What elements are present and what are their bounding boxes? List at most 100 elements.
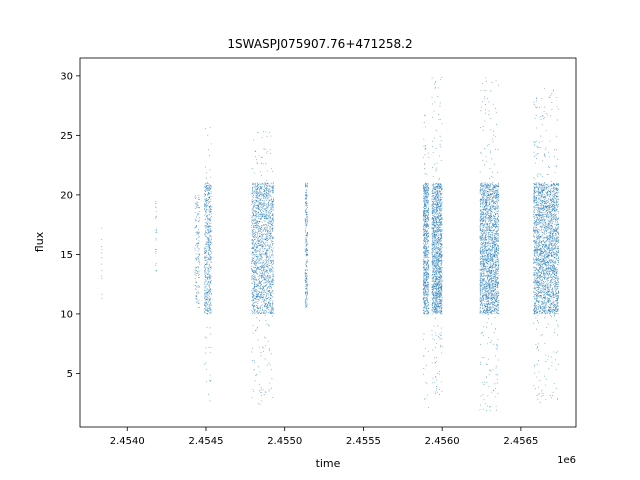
data-point <box>437 285 438 287</box>
data-point <box>435 311 437 313</box>
data-point <box>205 264 207 265</box>
data-point <box>307 284 308 286</box>
data-point <box>253 260 255 262</box>
data-point <box>210 251 212 252</box>
data-point <box>427 152 429 154</box>
data-point <box>209 247 211 249</box>
data-point <box>271 187 273 189</box>
data-point <box>197 285 199 286</box>
data-point <box>423 234 424 236</box>
data-point <box>272 397 274 398</box>
data-point <box>434 382 436 384</box>
data-point <box>437 194 439 196</box>
data-point <box>439 235 441 237</box>
data-point <box>432 201 434 202</box>
data-point <box>265 306 267 308</box>
data-point <box>436 289 438 291</box>
data-point <box>428 218 430 220</box>
data-point <box>424 261 426 263</box>
data-point <box>263 394 265 396</box>
data-point <box>431 185 433 187</box>
data-point <box>437 243 439 245</box>
data-point <box>252 226 254 228</box>
data-point <box>198 262 200 263</box>
scatter-points <box>100 77 560 412</box>
data-point <box>440 202 442 204</box>
data-point <box>423 215 425 217</box>
data-point <box>440 282 442 284</box>
data-point <box>208 294 210 296</box>
data-point <box>423 333 425 335</box>
data-point <box>269 221 271 223</box>
data-point <box>251 219 253 221</box>
data-point <box>262 247 263 249</box>
data-point <box>427 200 429 202</box>
data-point <box>269 282 271 284</box>
data-point <box>211 311 212 313</box>
data-point <box>260 192 262 194</box>
data-point <box>260 266 262 268</box>
data-point <box>441 194 443 196</box>
data-point <box>266 193 268 195</box>
data-point <box>271 266 273 268</box>
data-point <box>263 246 265 248</box>
data-point <box>198 253 200 255</box>
data-point <box>252 200 254 202</box>
data-point <box>272 304 274 306</box>
data-point <box>261 237 262 239</box>
data-point <box>204 278 206 280</box>
data-point <box>210 301 211 303</box>
data-point <box>428 257 430 258</box>
data-point <box>424 191 426 193</box>
data-point <box>432 166 434 168</box>
data-point <box>423 243 425 245</box>
data-point <box>425 282 426 284</box>
data-point <box>208 264 210 266</box>
data-point <box>267 198 269 200</box>
data-point <box>210 205 212 207</box>
data-point <box>198 255 200 257</box>
data-point <box>272 225 274 227</box>
data-point <box>210 187 212 189</box>
data-point <box>437 240 439 242</box>
data-point <box>205 272 207 274</box>
data-point <box>252 209 254 211</box>
data-point <box>258 266 260 268</box>
data-point <box>259 229 261 231</box>
data-point <box>210 308 212 310</box>
data-point <box>255 293 257 295</box>
data-point <box>268 325 270 327</box>
data-point <box>439 212 441 214</box>
data-point <box>198 248 200 250</box>
data-point <box>435 219 437 221</box>
data-point <box>255 298 257 300</box>
data-point <box>205 310 207 312</box>
data-point <box>436 205 437 207</box>
data-point <box>257 267 259 269</box>
data-point <box>252 312 254 313</box>
data-point <box>425 188 427 190</box>
data-point <box>437 269 439 271</box>
data-point <box>304 264 306 266</box>
data-point <box>306 186 308 188</box>
data-point <box>256 293 258 295</box>
data-point <box>207 185 209 187</box>
data-point <box>271 183 273 185</box>
data-point <box>205 208 207 210</box>
data-point <box>258 267 259 269</box>
data-point <box>261 267 263 269</box>
data-point <box>210 185 212 187</box>
data-point <box>256 223 258 225</box>
data-point <box>207 193 208 195</box>
data-point <box>256 222 258 224</box>
data-point <box>440 335 442 337</box>
data-point <box>273 282 275 284</box>
data-point <box>205 256 206 258</box>
data-point <box>206 301 208 303</box>
data-point <box>208 304 210 306</box>
data-point <box>268 228 270 230</box>
data-point <box>208 286 210 288</box>
data-point <box>204 299 206 301</box>
data-point <box>306 299 308 301</box>
data-point <box>270 295 271 297</box>
